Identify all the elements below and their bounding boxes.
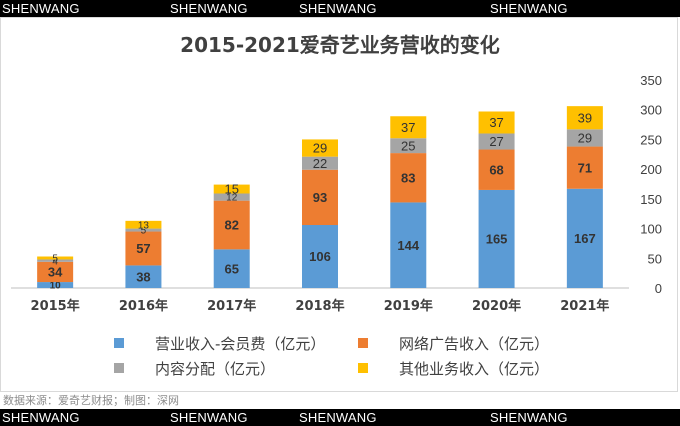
chart-title: 2015-2021爱奇艺业务营收的变化 bbox=[180, 33, 500, 57]
legend-swatch bbox=[358, 338, 368, 348]
data-label: 22 bbox=[313, 156, 327, 171]
data-label: 15 bbox=[224, 182, 238, 197]
bar-segment bbox=[213, 193, 250, 201]
bar-segment bbox=[37, 261, 74, 283]
x-tick-label: 2018年 bbox=[295, 298, 344, 314]
bar-segment bbox=[125, 220, 162, 229]
bar-segment bbox=[302, 169, 338, 226]
top-watermark-bar: SHENWANG SHENWANG SHENWANG SHENWANG bbox=[0, 0, 680, 17]
data-label: 93 bbox=[313, 190, 327, 205]
legend-label: 内容分配（亿元） bbox=[155, 360, 275, 378]
data-label: 37 bbox=[489, 115, 503, 130]
data-label: 5 bbox=[52, 254, 58, 265]
bar-segment bbox=[566, 146, 603, 189]
watermark-text: SHENWANG bbox=[2, 410, 80, 425]
x-tick-label: 2019年 bbox=[384, 298, 433, 314]
x-tick-label: 2015年 bbox=[31, 298, 80, 314]
bar-segment bbox=[478, 133, 515, 150]
bar-segment bbox=[37, 282, 74, 288]
watermark-text: SHENWANG bbox=[299, 1, 377, 16]
stacked-bar-chart: 2015-2021爱奇艺业务营收的变化 0 50 100 150 200 250 300 350… bbox=[11, 33, 662, 378]
bar-segment bbox=[566, 129, 603, 147]
x-tick-label: 2017年 bbox=[207, 298, 256, 314]
data-label: 82 bbox=[224, 218, 238, 233]
data-label: 106 bbox=[309, 249, 331, 264]
bar-segment bbox=[390, 116, 427, 139]
bar-segment bbox=[390, 202, 427, 288]
bar-segment bbox=[37, 259, 74, 262]
data-label: 12 bbox=[226, 193, 238, 204]
bar-segment bbox=[302, 139, 338, 157]
watermark-text: SHENWANG bbox=[490, 1, 568, 16]
bar-segment bbox=[125, 265, 162, 288]
data-label: 13 bbox=[138, 220, 150, 231]
watermark-text: SHENWANG bbox=[299, 410, 377, 425]
bar-segment bbox=[390, 153, 427, 203]
bar-segment bbox=[213, 200, 250, 250]
y-tick-label: 100 bbox=[640, 222, 662, 237]
x-tick-label: 2016年 bbox=[119, 298, 168, 314]
data-label: 29 bbox=[578, 131, 592, 146]
bar-segment bbox=[478, 149, 515, 190]
bar-segment bbox=[302, 225, 338, 288]
watermark-text: SHENWANG bbox=[170, 410, 248, 425]
data-label: 71 bbox=[578, 160, 592, 175]
x-tick-label: 2020年 bbox=[472, 298, 521, 314]
data-label: 5 bbox=[141, 226, 147, 237]
data-label: 27 bbox=[489, 134, 503, 149]
data-label: 37 bbox=[401, 120, 415, 135]
legend-swatch bbox=[114, 363, 124, 373]
bar-segment bbox=[213, 184, 250, 194]
data-label: 29 bbox=[313, 141, 327, 156]
y-tick-label: 350 bbox=[640, 73, 662, 88]
y-tick-label: 250 bbox=[640, 132, 662, 147]
watermark-text: SHENWANG bbox=[2, 1, 80, 16]
source-note: 数据来源：爱奇艺财报；制图：深网 bbox=[3, 394, 179, 407]
data-label: 68 bbox=[489, 162, 503, 177]
bar-segment bbox=[213, 249, 250, 288]
legend-swatch bbox=[358, 363, 368, 373]
bar-segment bbox=[125, 228, 162, 232]
bar-segment bbox=[478, 111, 515, 134]
bar-segment bbox=[390, 138, 427, 154]
bottom-watermark-bar: SHENWANG SHENWANG SHENWANG SHENWANG bbox=[0, 409, 680, 426]
data-label: 83 bbox=[401, 170, 415, 185]
data-label: 165 bbox=[486, 232, 508, 247]
legend-swatch bbox=[114, 338, 124, 348]
data-label: 10 bbox=[50, 281, 62, 292]
watermark-text: SHENWANG bbox=[170, 1, 248, 16]
legend-label: 营业收入-会员费（亿元） bbox=[155, 335, 325, 353]
bar-segment bbox=[302, 156, 338, 170]
data-label: 34 bbox=[48, 265, 63, 280]
y-tick-label: 50 bbox=[648, 251, 662, 266]
watermark-text: SHENWANG bbox=[490, 410, 568, 425]
x-tick-label: 2021年 bbox=[560, 298, 609, 314]
bar-segment bbox=[125, 231, 162, 266]
data-label: 57 bbox=[136, 241, 150, 256]
data-label: 167 bbox=[574, 231, 596, 246]
chart-area: 2015-2021爱奇艺业务营收的变化 0 50 100 150 200 250 300 350… bbox=[0, 17, 678, 392]
y-tick-label: 0 bbox=[655, 281, 662, 296]
data-label: 4 bbox=[52, 256, 58, 267]
legend-label: 网络广告收入（亿元） bbox=[399, 335, 549, 353]
bar-segment bbox=[37, 256, 74, 260]
data-label: 39 bbox=[578, 110, 592, 125]
bar-segment bbox=[566, 188, 603, 288]
legend-label: 其他业务收入（亿元） bbox=[399, 360, 549, 378]
data-label: 25 bbox=[401, 138, 415, 153]
y-tick-label: 150 bbox=[640, 192, 662, 207]
y-tick-label: 300 bbox=[640, 103, 662, 118]
bar-segment bbox=[478, 189, 515, 288]
data-label: 144 bbox=[397, 238, 419, 253]
y-tick-label: 200 bbox=[640, 162, 662, 177]
data-label: 38 bbox=[136, 269, 150, 284]
data-label: 65 bbox=[224, 261, 238, 276]
bar-segment bbox=[566, 106, 603, 130]
